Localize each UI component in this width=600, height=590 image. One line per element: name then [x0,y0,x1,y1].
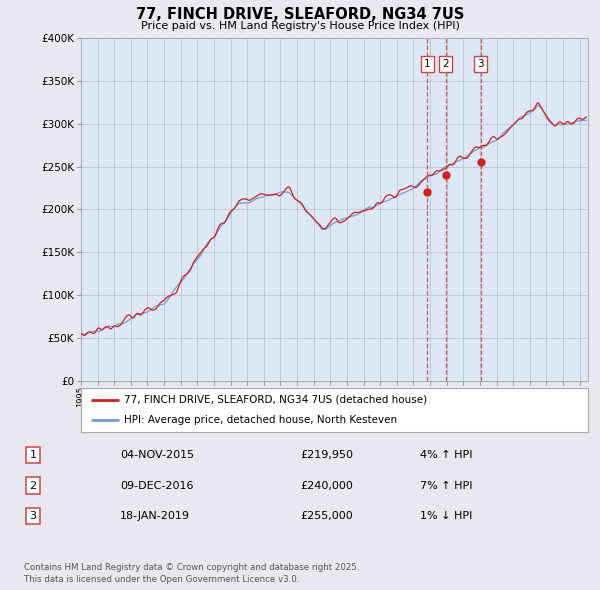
Text: 18-JAN-2019: 18-JAN-2019 [120,512,190,521]
Text: 04-NOV-2015: 04-NOV-2015 [120,450,194,460]
Text: 7% ↑ HPI: 7% ↑ HPI [420,481,473,490]
Text: 77, FINCH DRIVE, SLEAFORD, NG34 7US (detached house): 77, FINCH DRIVE, SLEAFORD, NG34 7US (det… [124,395,427,405]
Text: 3: 3 [478,59,484,69]
Text: 1: 1 [29,450,37,460]
Text: 09-DEC-2016: 09-DEC-2016 [120,481,193,490]
Text: This data is licensed under the Open Government Licence v3.0.: This data is licensed under the Open Gov… [24,575,299,584]
Text: 2: 2 [29,481,37,490]
Text: HPI: Average price, detached house, North Kesteven: HPI: Average price, detached house, Nort… [124,415,397,425]
Text: £255,000: £255,000 [300,512,353,521]
Text: Contains HM Land Registry data © Crown copyright and database right 2025.: Contains HM Land Registry data © Crown c… [24,563,359,572]
Text: £219,950: £219,950 [300,450,353,460]
Text: £240,000: £240,000 [300,481,353,490]
Text: Price paid vs. HM Land Registry's House Price Index (HPI): Price paid vs. HM Land Registry's House … [140,21,460,31]
Text: 1: 1 [424,59,431,69]
Text: 77, FINCH DRIVE, SLEAFORD, NG34 7US: 77, FINCH DRIVE, SLEAFORD, NG34 7US [136,7,464,22]
Text: 3: 3 [29,512,37,521]
Text: 2: 2 [442,59,449,69]
Text: 4% ↑ HPI: 4% ↑ HPI [420,450,473,460]
Text: 1% ↓ HPI: 1% ↓ HPI [420,512,472,521]
